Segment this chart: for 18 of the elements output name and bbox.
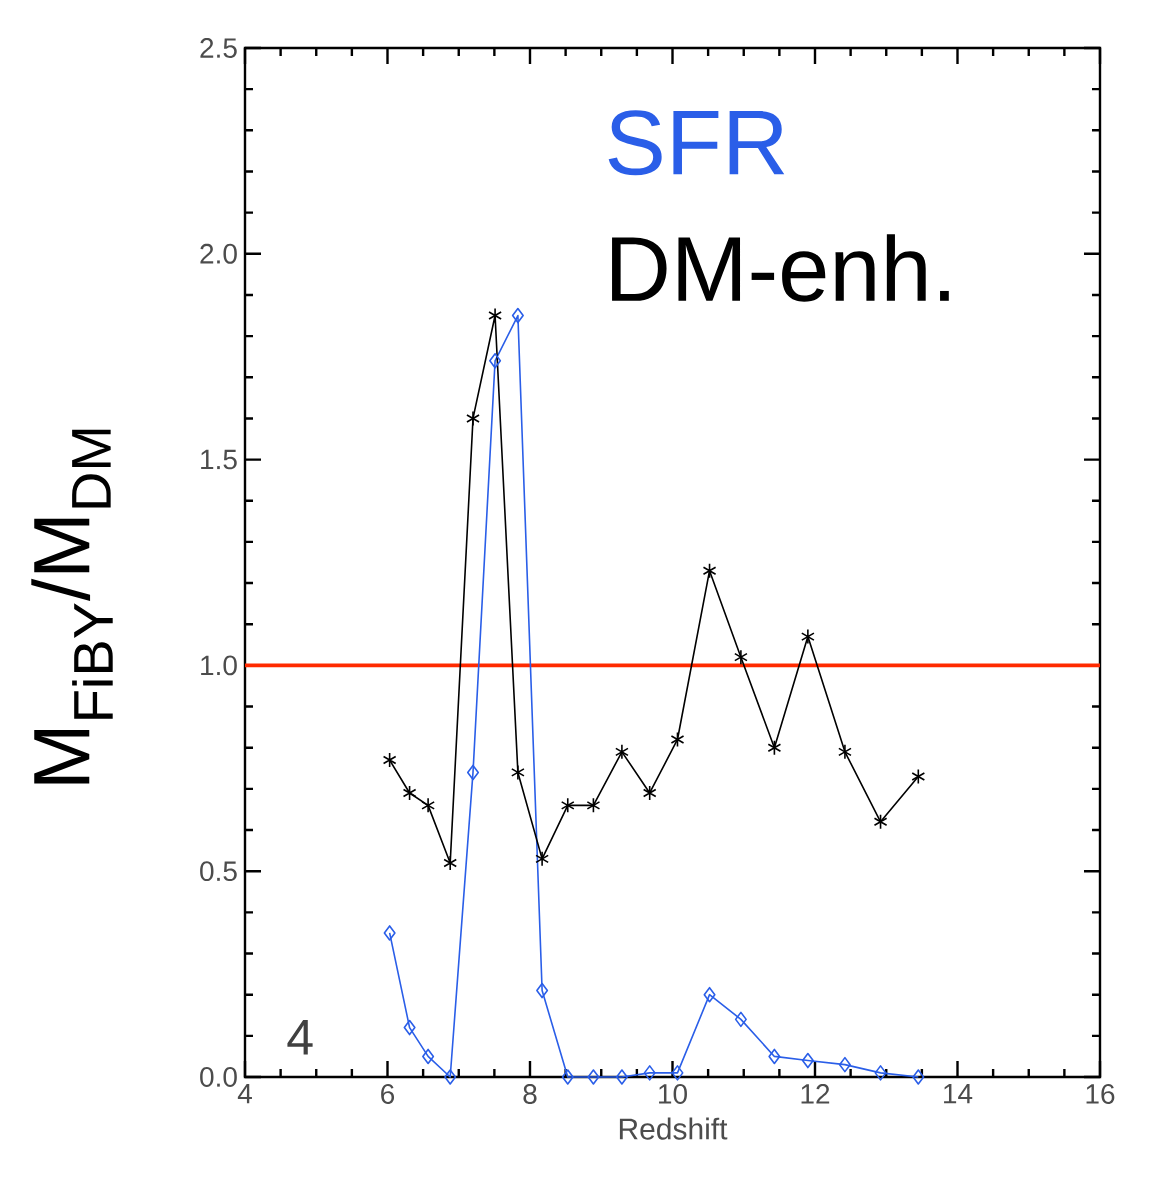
- x-tick-label: 14: [944, 1084, 973, 1104]
- y-tick-label: 0.0: [200, 1067, 237, 1087]
- x-tick-label: 16: [1086, 1084, 1115, 1104]
- legend-label: DM-enh.: [612, 234, 949, 302]
- y-tick-label: 2.5: [200, 38, 237, 58]
- x-tick-label: 12: [801, 1084, 830, 1104]
- y-tick-label: 1.0: [201, 655, 237, 676]
- y-tick-label: 1.5: [201, 449, 237, 470]
- y-tick-label: 2.0: [200, 243, 237, 264]
- y-axis-title: M$_{FiBY}$/M$_{DM}$: [31, 429, 113, 784]
- y-tick-label: 0.5: [200, 861, 237, 882]
- series-label: SFR: [608, 110, 785, 176]
- x-tick-label: 8: [523, 1084, 537, 1104]
- x-axis-title: Redshift: [619, 1117, 728, 1140]
- x-tick-label: 4: [237, 1084, 252, 1104]
- annotation: 4: [287, 1020, 313, 1055]
- x-tick-label: 10: [659, 1084, 687, 1104]
- x-tick-label: 6: [381, 1084, 395, 1104]
